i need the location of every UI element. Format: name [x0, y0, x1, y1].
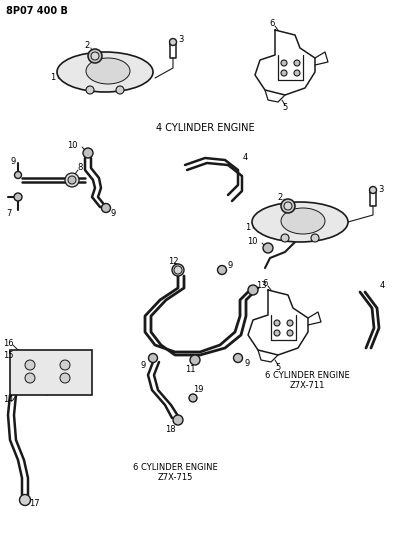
Text: 10: 10 [247, 237, 258, 246]
Text: 12: 12 [168, 256, 178, 265]
Circle shape [65, 173, 79, 187]
Circle shape [274, 320, 280, 326]
Text: 6: 6 [262, 279, 268, 288]
Text: 11: 11 [185, 366, 195, 375]
Circle shape [281, 199, 295, 213]
Circle shape [274, 330, 280, 336]
Text: 6: 6 [269, 20, 275, 28]
Text: 14: 14 [3, 395, 13, 405]
Text: 18: 18 [165, 425, 175, 434]
Circle shape [68, 176, 76, 184]
Circle shape [294, 70, 300, 76]
Circle shape [174, 266, 182, 274]
Circle shape [88, 49, 102, 63]
Text: 4: 4 [242, 154, 247, 163]
Circle shape [86, 86, 94, 94]
Text: 9: 9 [11, 157, 16, 166]
Ellipse shape [281, 208, 325, 234]
Circle shape [19, 495, 30, 505]
Ellipse shape [86, 58, 130, 84]
Text: 19: 19 [193, 385, 203, 394]
Circle shape [25, 360, 35, 370]
Circle shape [217, 265, 226, 274]
Text: 8P07 400 B: 8P07 400 B [6, 6, 68, 16]
Circle shape [234, 353, 243, 362]
Circle shape [287, 330, 293, 336]
Text: 6 CYLINDER ENGINE: 6 CYLINDER ENGINE [132, 464, 217, 472]
Circle shape [15, 172, 21, 179]
Circle shape [149, 353, 158, 362]
Text: 3: 3 [178, 36, 184, 44]
Circle shape [102, 204, 111, 213]
Bar [10, 350, 92, 395]
Text: 9: 9 [227, 261, 232, 270]
Ellipse shape [57, 52, 153, 92]
Text: 4 CYLINDER ENGINE: 4 CYLINDER ENGINE [156, 123, 254, 133]
Text: Z7X-715: Z7X-715 [157, 473, 193, 482]
Circle shape [311, 234, 319, 242]
Text: 9: 9 [111, 209, 115, 219]
Text: 4: 4 [379, 280, 385, 289]
Text: 6 CYLINDER ENGINE: 6 CYLINDER ENGINE [264, 370, 350, 379]
Circle shape [14, 193, 22, 201]
Text: 10: 10 [68, 141, 78, 149]
Ellipse shape [252, 202, 348, 242]
Circle shape [263, 243, 273, 253]
Circle shape [294, 60, 300, 66]
Circle shape [287, 320, 293, 326]
Circle shape [116, 86, 124, 94]
Text: 9: 9 [244, 359, 249, 367]
Circle shape [172, 264, 184, 276]
Circle shape [369, 187, 377, 193]
Circle shape [83, 148, 93, 158]
Circle shape [170, 38, 177, 45]
Text: 1: 1 [245, 223, 251, 232]
Circle shape [60, 373, 70, 383]
Circle shape [281, 234, 289, 242]
Circle shape [173, 415, 183, 425]
Circle shape [281, 60, 287, 66]
Circle shape [248, 285, 258, 295]
Text: 9: 9 [141, 360, 146, 369]
Circle shape [281, 70, 287, 76]
Text: 7: 7 [6, 208, 12, 217]
Text: 1: 1 [50, 74, 55, 83]
Circle shape [284, 202, 292, 210]
Circle shape [189, 394, 197, 402]
Text: 5: 5 [275, 364, 281, 373]
Text: 3: 3 [378, 185, 384, 195]
Text: 2: 2 [84, 42, 90, 51]
Text: 5: 5 [282, 103, 288, 112]
Circle shape [25, 373, 35, 383]
Circle shape [60, 360, 70, 370]
Text: 17: 17 [29, 498, 39, 507]
Text: 13: 13 [256, 280, 266, 289]
Text: 15: 15 [3, 351, 13, 360]
Text: 8: 8 [77, 164, 83, 173]
Circle shape [190, 355, 200, 365]
Text: Z7X-711: Z7X-711 [289, 381, 325, 390]
Text: 2: 2 [277, 192, 283, 201]
Text: 16: 16 [3, 338, 13, 348]
Circle shape [91, 52, 99, 60]
